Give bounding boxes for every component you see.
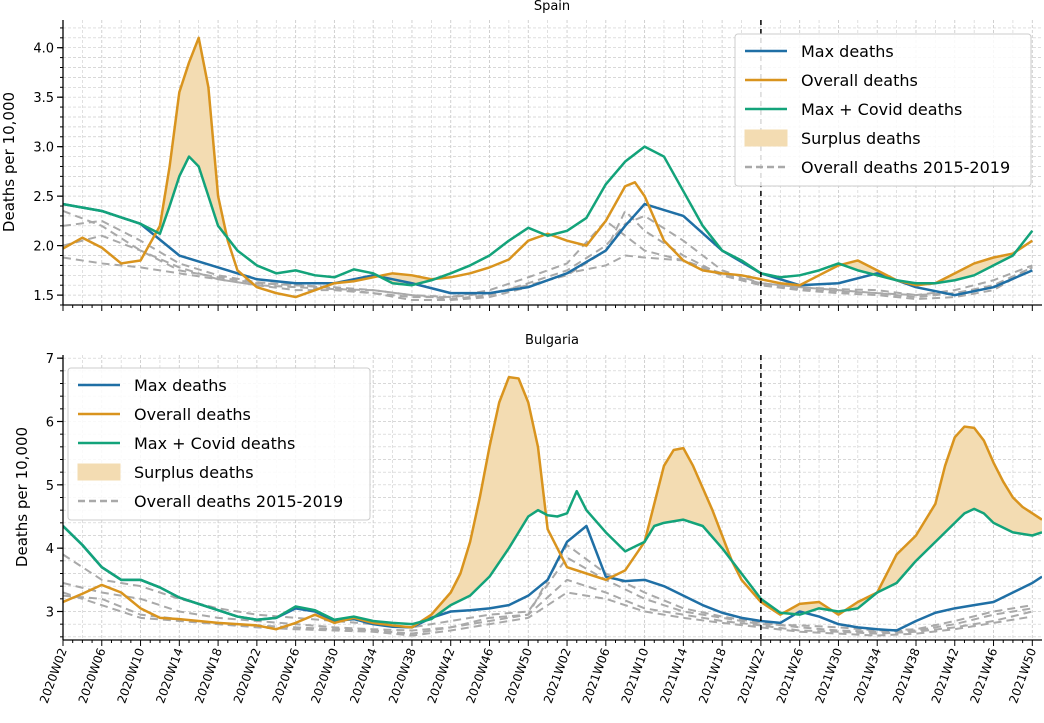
y-ticks-spain: 1.5 2.0 2.5 3.0 3.5 4.0 xyxy=(33,42,63,304)
y-tick-label: 1.5 xyxy=(33,289,54,304)
x-tick-label: 2020W42 xyxy=(425,646,458,705)
series-line-overall xyxy=(63,36,1033,299)
x-tick-label: 2020W46 xyxy=(463,646,496,705)
x-tick-label: 2020W30 xyxy=(308,646,341,705)
y-tick-label: 7 xyxy=(46,352,54,367)
y-tick-label: 6 xyxy=(46,416,54,431)
y-tick-label: 3.0 xyxy=(33,141,54,156)
x-tick-label: 2021W06 xyxy=(580,646,613,705)
surplus-fill-bulgaria xyxy=(421,377,1042,622)
legend-label: Max + Covid deaths xyxy=(134,434,295,453)
x-tick-label: 2020W22 xyxy=(231,646,264,705)
series-line-max xyxy=(63,202,1033,297)
chart-title-spain: Spain xyxy=(534,0,570,14)
legend-swatch-surplus xyxy=(744,129,788,147)
x-tick-label: 2021W46 xyxy=(967,646,1000,705)
panel-bulgaria: Bulgaria Deaths per 10,000 3 4 5 6 7 Max dea… xyxy=(13,333,1042,646)
x-tick-label: 2020W14 xyxy=(153,646,186,705)
y-tick-label: 2.0 xyxy=(33,240,54,255)
series-line-hist1 xyxy=(63,210,1033,301)
legend-box xyxy=(67,367,371,521)
legend-label: Max + Covid deaths xyxy=(801,100,962,119)
legend-bulgaria: Max deaths Overall deaths Max + Covid deat… xyxy=(67,367,371,521)
legend-label: Overall deaths 2015-2019 xyxy=(801,158,1010,177)
x-tick-label: 2020W38 xyxy=(386,646,419,705)
axes-spain xyxy=(60,20,1042,311)
legend-label: Overall deaths xyxy=(134,405,251,424)
x-tick-label: 2020W26 xyxy=(270,646,303,705)
chart-title-bulgaria: Bulgaria xyxy=(525,333,579,348)
x-tick-label: 2021W26 xyxy=(774,646,807,705)
y-tick-label: 5 xyxy=(46,479,54,494)
x-tick-label: 2020W34 xyxy=(347,646,380,705)
series-line-hist3 xyxy=(63,209,1033,299)
y-axis-label-spain: Deaths per 10,000 xyxy=(0,92,18,232)
x-tick-labels: 2020W02 2020W06 2020W10 2020W14 2020W18 2020W… xyxy=(37,646,1039,705)
x-tick-label: 2020W50 xyxy=(502,646,535,705)
lines-spain xyxy=(63,36,1034,302)
lines-bulgaria xyxy=(63,375,1042,637)
legend-label: Max deaths xyxy=(134,376,227,395)
x-tick-label: 2021W02 xyxy=(541,646,574,705)
y-ticks-bulgaria: 3 4 5 6 7 xyxy=(46,352,63,621)
x-tick-label: 2020W02 xyxy=(37,646,70,705)
y-axis-label-bulgaria: Deaths per 10,000 xyxy=(13,427,31,567)
x-tick-label: 2021W38 xyxy=(890,646,923,705)
y-tick-label: 4.0 xyxy=(33,42,54,57)
panel-spain: Spain Deaths per 10,000 1.5 2.0 2.5 3.0 3.5 4… xyxy=(0,0,1042,311)
legend-label: Surplus deaths xyxy=(801,129,921,148)
legend-label: Overall deaths 2015-2019 xyxy=(134,492,343,511)
legend-label: Surplus deaths xyxy=(134,463,254,482)
series-line-hist2 xyxy=(63,219,1033,299)
x-tick-label: 2021W18 xyxy=(696,646,729,705)
y-tick-label: 4 xyxy=(46,542,54,557)
x-tick-label: 2020W10 xyxy=(114,646,147,705)
legend-label: Max deaths xyxy=(801,42,894,61)
series-line-covid xyxy=(63,145,1034,287)
x-tick-label: 2021W22 xyxy=(735,646,768,705)
x-tick-label: 2021W14 xyxy=(657,646,690,705)
series-line-hist1 xyxy=(63,553,1033,632)
x-tick-label: 2021W42 xyxy=(929,646,962,705)
series-line-overall xyxy=(63,375,1042,631)
series-line-covid xyxy=(63,489,1042,626)
x-tick-label: 2021W30 xyxy=(812,646,845,705)
y-tick-label: 2.5 xyxy=(33,190,54,205)
x-tick-label: 2020W06 xyxy=(76,646,109,705)
legend-box xyxy=(734,33,1032,187)
legend-spain: Max deaths Overall deaths Max + Covid deat… xyxy=(734,33,1032,187)
x-tick-label: 2021W34 xyxy=(851,646,884,705)
series-line-hist3 xyxy=(63,578,1033,635)
x-tick-label: 2021W50 xyxy=(1006,646,1039,705)
y-tick-label: 3 xyxy=(46,606,54,621)
legend-label: Overall deaths xyxy=(801,71,918,90)
legend-swatch-surplus xyxy=(77,463,121,481)
x-tick-label: 2020W18 xyxy=(192,646,225,705)
y-tick-label: 3.5 xyxy=(33,91,54,106)
x-tick-label: 2021W10 xyxy=(619,646,652,705)
series-line-hist4 xyxy=(63,591,1033,637)
